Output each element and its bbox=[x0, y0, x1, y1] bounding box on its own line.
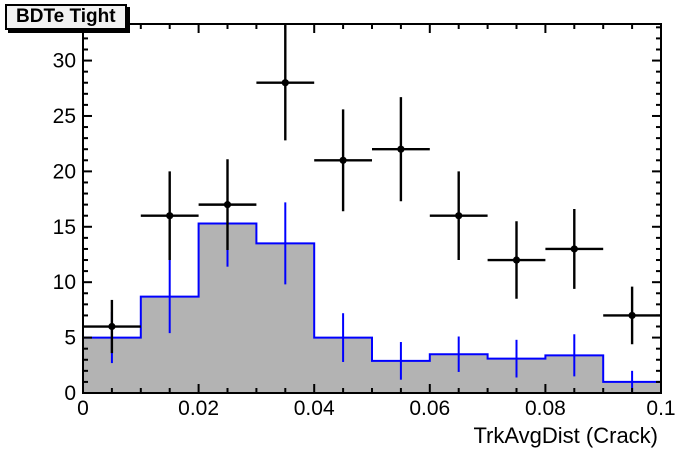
plot-title: BDTe Tight bbox=[16, 6, 116, 27]
y-tick-label: 15 bbox=[53, 216, 76, 239]
y-tick-label: 20 bbox=[53, 160, 76, 183]
x-tick-label: 0.04 bbox=[294, 397, 335, 420]
x-axis-title: TrkAvgDist (Crack) bbox=[473, 423, 658, 448]
data-marker bbox=[166, 212, 174, 220]
x-tick-label: 0.08 bbox=[525, 397, 566, 420]
y-tick-label: 25 bbox=[53, 105, 76, 128]
x-tick-label: 0.06 bbox=[409, 397, 450, 420]
data-marker bbox=[628, 311, 636, 320]
title-box: BDTe Tight bbox=[5, 4, 127, 30]
x-tick-label: 0 bbox=[77, 397, 89, 420]
y-tick-label: 10 bbox=[53, 271, 76, 294]
data-marker bbox=[397, 145, 405, 153]
data-marker bbox=[223, 201, 232, 209]
y-tick-label: 30 bbox=[53, 50, 76, 73]
data-marker bbox=[281, 79, 289, 87]
data-marker bbox=[339, 156, 347, 164]
data-marker bbox=[570, 245, 578, 253]
x-tick-label: 0.02 bbox=[178, 397, 219, 420]
data-marker bbox=[455, 212, 463, 220]
x-tick-label: 0.1 bbox=[646, 397, 675, 420]
y-tick-label: 0 bbox=[64, 382, 76, 405]
data-marker bbox=[512, 256, 521, 264]
data-marker bbox=[108, 322, 116, 331]
y-tick-label: 5 bbox=[64, 327, 76, 350]
